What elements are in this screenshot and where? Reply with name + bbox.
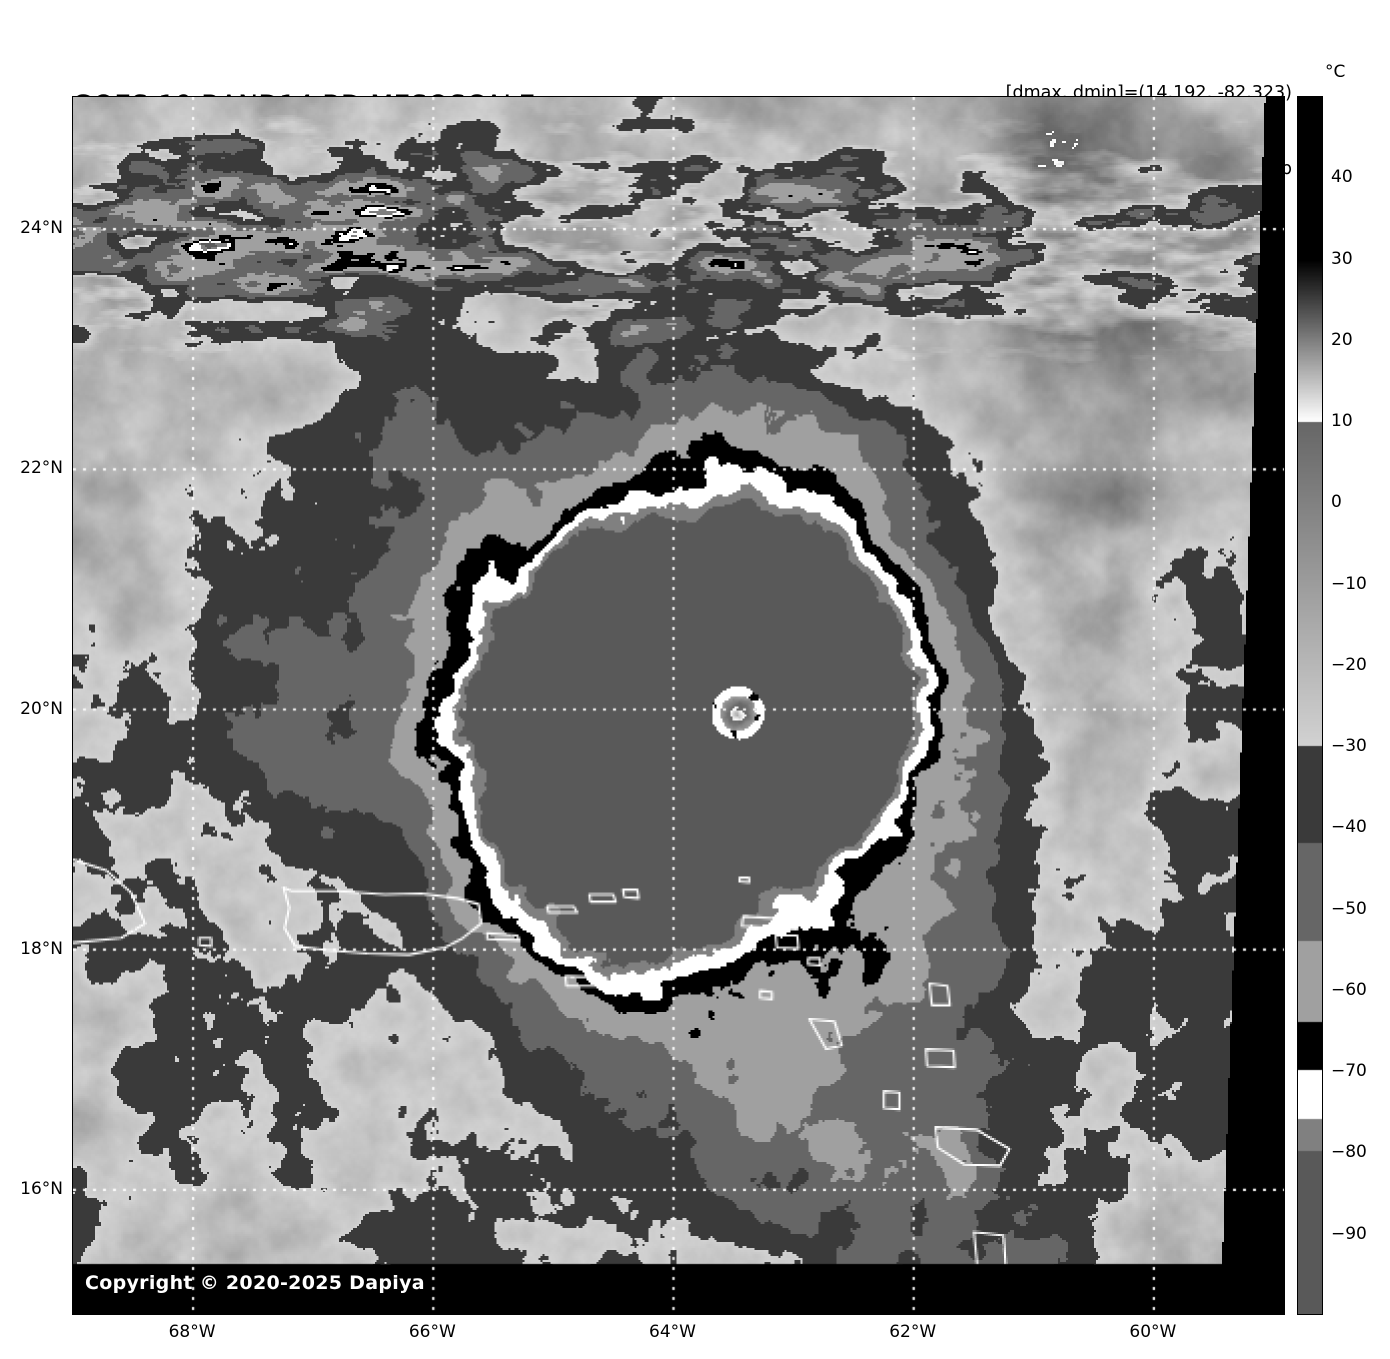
longitude-tick-64w: 64°W (649, 1322, 696, 1342)
longitude-tick-66w: 66°W (408, 1322, 456, 1342)
longitude-tick-62w: 62°W (889, 1322, 937, 1342)
latitude-tick-20: 20°N (20, 698, 63, 719)
latitude-tick-16: 16°N (20, 1178, 63, 1199)
colorbar-tick--80: −80 (1331, 1142, 1367, 1163)
colorbar-tick--70: −70 (1331, 1061, 1367, 1082)
latitude-tick-22: 22°N (20, 458, 63, 479)
colorbar-tick--90: −90 (1331, 1223, 1367, 1244)
longitude-tick-60w: 60°W (1129, 1322, 1177, 1342)
colorbar-tick--10: −10 (1331, 573, 1367, 594)
latitude-tick-24: 24°N (20, 218, 63, 239)
colorbar-tick--30: −30 (1331, 736, 1367, 757)
colorbar-tick--50: −50 (1331, 898, 1367, 919)
colorbar (1297, 96, 1323, 1315)
copyright-notice: Copyright © 2020-2025 Dapiya (85, 1272, 425, 1294)
colorbar-tick-10: 10 (1331, 411, 1353, 432)
colorbar-gradient (1298, 97, 1322, 1314)
satellite-imagery-canvas (73, 97, 1284, 1314)
colorbar-unit-label: °C (1325, 62, 1346, 82)
colorbar-tick-40: 40 (1331, 167, 1353, 188)
longitude-tick-68w: 68°W (168, 1322, 216, 1342)
colorbar-tick--20: −20 (1331, 654, 1367, 675)
colorbar-tick-20: 20 (1331, 329, 1353, 350)
colorbar-tick--40: −40 (1331, 817, 1367, 838)
colorbar-tick-30: 30 (1331, 248, 1353, 269)
satellite-plot-area: Copyright © 2020-2025 Dapiya (72, 96, 1285, 1315)
colorbar-tick--60: −60 (1331, 979, 1367, 1000)
colorbar-tick-0: 0 (1331, 492, 1342, 513)
latitude-tick-18: 18°N (20, 938, 63, 959)
